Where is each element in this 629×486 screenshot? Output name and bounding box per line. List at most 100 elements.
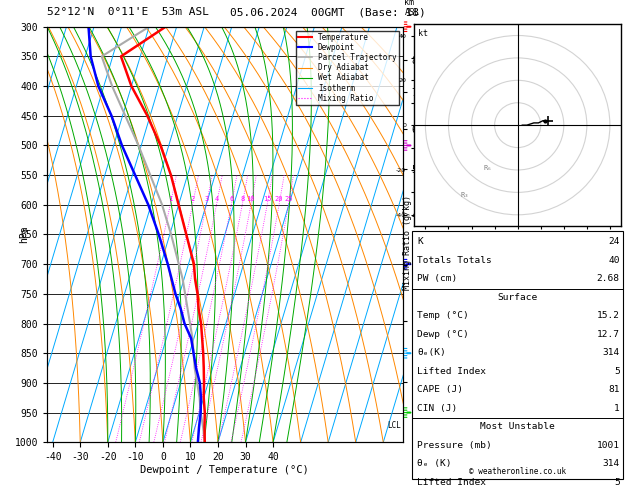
Temperature bbox=[200, 395, 208, 400]
Text: 20: 20 bbox=[275, 196, 283, 202]
Text: CAPE (J): CAPE (J) bbox=[417, 385, 463, 394]
Text: R₆: R₆ bbox=[483, 165, 492, 171]
Text: 15: 15 bbox=[263, 196, 271, 202]
Text: km
ASL: km ASL bbox=[404, 0, 420, 17]
Text: 8: 8 bbox=[240, 196, 244, 202]
Dewpoint bbox=[118, 142, 126, 148]
Temperature bbox=[200, 380, 208, 386]
Text: 1001: 1001 bbox=[596, 441, 620, 450]
Temperature bbox=[201, 439, 209, 445]
Dewpoint bbox=[87, 53, 94, 59]
Parcel Trajectory bbox=[159, 202, 166, 208]
Parcel Trajectory bbox=[121, 113, 129, 119]
Dewpoint bbox=[145, 202, 152, 208]
Line: Temperature: Temperature bbox=[121, 27, 205, 442]
Parcel Trajectory bbox=[186, 321, 194, 327]
Text: Pressure (mb): Pressure (mb) bbox=[417, 441, 492, 450]
Dewpoint bbox=[168, 276, 175, 282]
Text: hPa: hPa bbox=[19, 226, 29, 243]
Text: Totals Totals: Totals Totals bbox=[417, 256, 492, 265]
Text: θₑ(K): θₑ(K) bbox=[417, 348, 446, 357]
Parcel Trajectory bbox=[175, 261, 182, 267]
Text: 12.7: 12.7 bbox=[596, 330, 620, 339]
Text: 81: 81 bbox=[608, 385, 620, 394]
Temperature bbox=[191, 276, 199, 282]
Parcel Trajectory bbox=[145, 24, 153, 30]
Temperature bbox=[201, 424, 208, 430]
Dewpoint bbox=[177, 306, 184, 312]
Temperature bbox=[198, 321, 205, 327]
Dewpoint bbox=[194, 439, 202, 445]
Text: Lifted Index: Lifted Index bbox=[417, 478, 486, 486]
Text: Dewp (°C): Dewp (°C) bbox=[417, 330, 469, 339]
Parcel Trajectory bbox=[199, 424, 207, 430]
Text: 40: 40 bbox=[608, 256, 620, 265]
Text: kt: kt bbox=[418, 29, 428, 38]
Parcel Trajectory bbox=[181, 291, 189, 297]
Parcel Trajectory bbox=[147, 172, 154, 178]
Dewpoint bbox=[155, 232, 162, 238]
Text: θₑ (K): θₑ (K) bbox=[417, 459, 452, 468]
Line: Parcel Trajectory: Parcel Trajectory bbox=[102, 27, 205, 442]
Temperature bbox=[175, 202, 182, 208]
Dewpoint bbox=[190, 350, 198, 356]
Text: 6: 6 bbox=[229, 196, 233, 202]
Parcel Trajectory bbox=[184, 306, 191, 312]
Text: Most Unstable: Most Unstable bbox=[480, 422, 555, 431]
Temperature bbox=[201, 410, 209, 416]
Temperature bbox=[167, 172, 175, 178]
X-axis label: Dewpoint / Temperature (°C): Dewpoint / Temperature (°C) bbox=[140, 465, 309, 475]
Text: 24: 24 bbox=[608, 238, 620, 246]
Text: 2: 2 bbox=[191, 196, 194, 202]
Parcel Trajectory bbox=[193, 380, 201, 386]
Text: 4: 4 bbox=[214, 196, 219, 202]
Text: 2.68: 2.68 bbox=[596, 275, 620, 283]
Parcel Trajectory bbox=[189, 335, 196, 341]
Text: 1: 1 bbox=[614, 404, 620, 413]
Text: 314: 314 bbox=[603, 459, 620, 468]
Dewpoint bbox=[195, 424, 203, 430]
Text: LCL: LCL bbox=[387, 420, 401, 430]
Text: PW (cm): PW (cm) bbox=[417, 275, 457, 283]
Text: Temp (°C): Temp (°C) bbox=[417, 312, 469, 320]
Text: CIN (J): CIN (J) bbox=[417, 404, 457, 413]
Text: Surface: Surface bbox=[498, 293, 537, 302]
Temperature bbox=[198, 335, 206, 341]
Dewpoint bbox=[197, 410, 204, 416]
Temperature bbox=[200, 365, 208, 371]
Temperature bbox=[199, 350, 207, 356]
Dewpoint bbox=[108, 113, 115, 119]
Temperature bbox=[190, 261, 198, 267]
Dewpoint bbox=[172, 291, 179, 297]
Parcel Trajectory bbox=[179, 276, 186, 282]
Dewpoint bbox=[164, 261, 172, 267]
Text: 5: 5 bbox=[614, 478, 620, 486]
Dewpoint bbox=[187, 335, 195, 341]
Text: 52°12'N  0°11'E  53m ASL: 52°12'N 0°11'E 53m ASL bbox=[47, 7, 209, 17]
Parcel Trajectory bbox=[191, 365, 198, 371]
Temperature bbox=[195, 306, 203, 312]
Text: © weatheronline.co.uk: © weatheronline.co.uk bbox=[469, 467, 566, 476]
Temperature bbox=[143, 113, 151, 119]
Parcel Trajectory bbox=[98, 53, 106, 59]
Dewpoint bbox=[196, 380, 204, 386]
Text: K: K bbox=[417, 238, 423, 246]
Parcel Trajectory bbox=[197, 410, 204, 416]
Parcel Trajectory bbox=[108, 83, 116, 89]
Temperature bbox=[162, 24, 169, 30]
Text: 05.06.2024  00GMT  (Base: 18): 05.06.2024 00GMT (Base: 18) bbox=[230, 7, 425, 17]
Parcel Trajectory bbox=[196, 395, 203, 400]
Dewpoint bbox=[197, 395, 204, 400]
Temperature bbox=[157, 142, 164, 148]
Text: R₃: R₃ bbox=[460, 192, 469, 198]
Temperature bbox=[182, 232, 190, 238]
Text: 10: 10 bbox=[247, 196, 255, 202]
Text: Mixing Ratio (g/kg): Mixing Ratio (g/kg) bbox=[403, 195, 412, 291]
Legend: Temperature, Dewpoint, Parcel Trajectory, Dry Adiabat, Wet Adiabat, Isotherm, Mi: Temperature, Dewpoint, Parcel Trajectory… bbox=[296, 31, 399, 105]
Parcel Trajectory bbox=[135, 142, 142, 148]
Dewpoint bbox=[192, 365, 200, 371]
Temperature bbox=[117, 53, 125, 59]
Text: Lifted Index: Lifted Index bbox=[417, 367, 486, 376]
Parcel Trajectory bbox=[190, 350, 198, 356]
Dewpoint bbox=[131, 172, 139, 178]
